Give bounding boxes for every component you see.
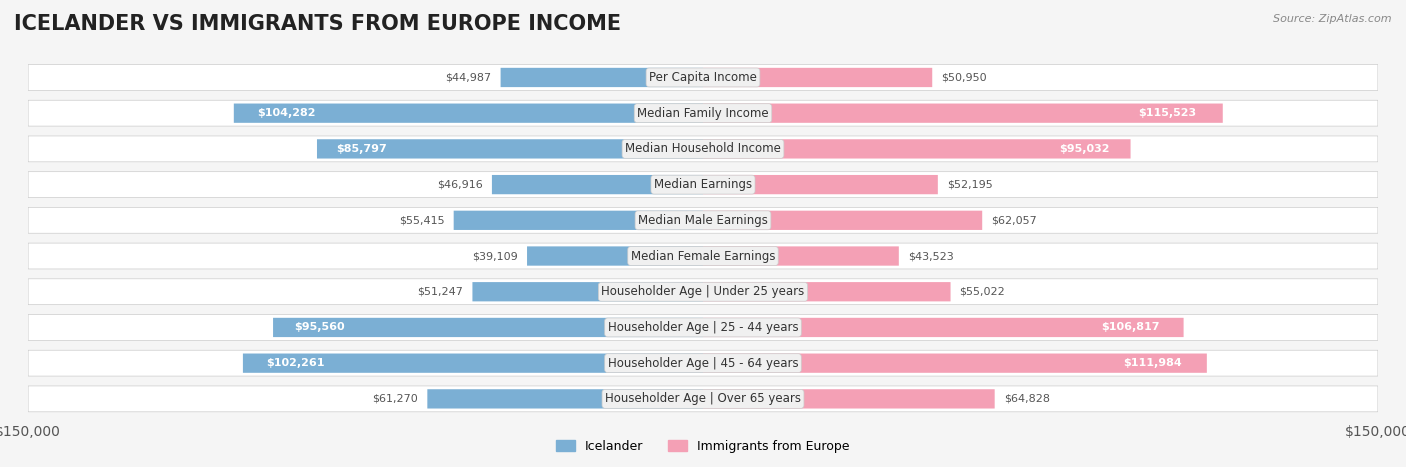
FancyBboxPatch shape — [454, 211, 703, 230]
Text: $50,950: $50,950 — [941, 72, 987, 83]
Text: $115,523: $115,523 — [1139, 108, 1197, 118]
FancyBboxPatch shape — [501, 68, 703, 87]
Text: $51,247: $51,247 — [418, 287, 464, 297]
Text: Source: ZipAtlas.com: Source: ZipAtlas.com — [1274, 14, 1392, 24]
FancyBboxPatch shape — [492, 175, 703, 194]
Text: Householder Age | Over 65 years: Householder Age | Over 65 years — [605, 392, 801, 405]
Text: $46,916: $46,916 — [437, 180, 482, 190]
Text: Householder Age | 45 - 64 years: Householder Age | 45 - 64 years — [607, 357, 799, 370]
Text: $85,797: $85,797 — [336, 144, 387, 154]
Text: $52,195: $52,195 — [946, 180, 993, 190]
FancyBboxPatch shape — [28, 172, 1378, 198]
Text: $43,523: $43,523 — [908, 251, 953, 261]
FancyBboxPatch shape — [703, 389, 994, 409]
Legend: Icelander, Immigrants from Europe: Icelander, Immigrants from Europe — [551, 435, 855, 458]
Text: $104,282: $104,282 — [257, 108, 316, 118]
FancyBboxPatch shape — [243, 354, 703, 373]
Text: $39,109: $39,109 — [472, 251, 517, 261]
FancyBboxPatch shape — [233, 104, 703, 123]
Text: $111,984: $111,984 — [1123, 358, 1181, 368]
Text: Median Female Earnings: Median Female Earnings — [631, 249, 775, 262]
FancyBboxPatch shape — [28, 64, 1378, 91]
Text: Median Family Income: Median Family Income — [637, 106, 769, 120]
Text: Median Earnings: Median Earnings — [654, 178, 752, 191]
Text: Median Male Earnings: Median Male Earnings — [638, 214, 768, 227]
FancyBboxPatch shape — [28, 350, 1378, 376]
FancyBboxPatch shape — [703, 282, 950, 301]
Text: $106,817: $106,817 — [1101, 322, 1160, 333]
Text: $55,022: $55,022 — [959, 287, 1005, 297]
FancyBboxPatch shape — [28, 386, 1378, 412]
FancyBboxPatch shape — [28, 207, 1378, 233]
FancyBboxPatch shape — [703, 247, 898, 266]
FancyBboxPatch shape — [703, 211, 983, 230]
FancyBboxPatch shape — [703, 354, 1206, 373]
Text: $44,987: $44,987 — [446, 72, 492, 83]
FancyBboxPatch shape — [703, 318, 1184, 337]
Text: $61,270: $61,270 — [373, 394, 419, 404]
Text: Median Household Income: Median Household Income — [626, 142, 780, 156]
FancyBboxPatch shape — [703, 139, 1130, 158]
FancyBboxPatch shape — [28, 243, 1378, 269]
Text: Householder Age | Under 25 years: Householder Age | Under 25 years — [602, 285, 804, 298]
FancyBboxPatch shape — [472, 282, 703, 301]
FancyBboxPatch shape — [703, 175, 938, 194]
FancyBboxPatch shape — [703, 68, 932, 87]
FancyBboxPatch shape — [28, 314, 1378, 340]
Text: Householder Age | 25 - 44 years: Householder Age | 25 - 44 years — [607, 321, 799, 334]
Text: $64,828: $64,828 — [1004, 394, 1050, 404]
Text: ICELANDER VS IMMIGRANTS FROM EUROPE INCOME: ICELANDER VS IMMIGRANTS FROM EUROPE INCO… — [14, 14, 621, 34]
FancyBboxPatch shape — [28, 100, 1378, 126]
Text: $95,560: $95,560 — [294, 322, 346, 333]
FancyBboxPatch shape — [273, 318, 703, 337]
Text: $95,032: $95,032 — [1059, 144, 1109, 154]
Text: $62,057: $62,057 — [991, 215, 1038, 225]
Text: $102,261: $102,261 — [266, 358, 325, 368]
FancyBboxPatch shape — [703, 104, 1223, 123]
FancyBboxPatch shape — [28, 136, 1378, 162]
Text: Per Capita Income: Per Capita Income — [650, 71, 756, 84]
FancyBboxPatch shape — [316, 139, 703, 158]
FancyBboxPatch shape — [28, 279, 1378, 304]
Text: $55,415: $55,415 — [399, 215, 444, 225]
FancyBboxPatch shape — [527, 247, 703, 266]
FancyBboxPatch shape — [427, 389, 703, 409]
